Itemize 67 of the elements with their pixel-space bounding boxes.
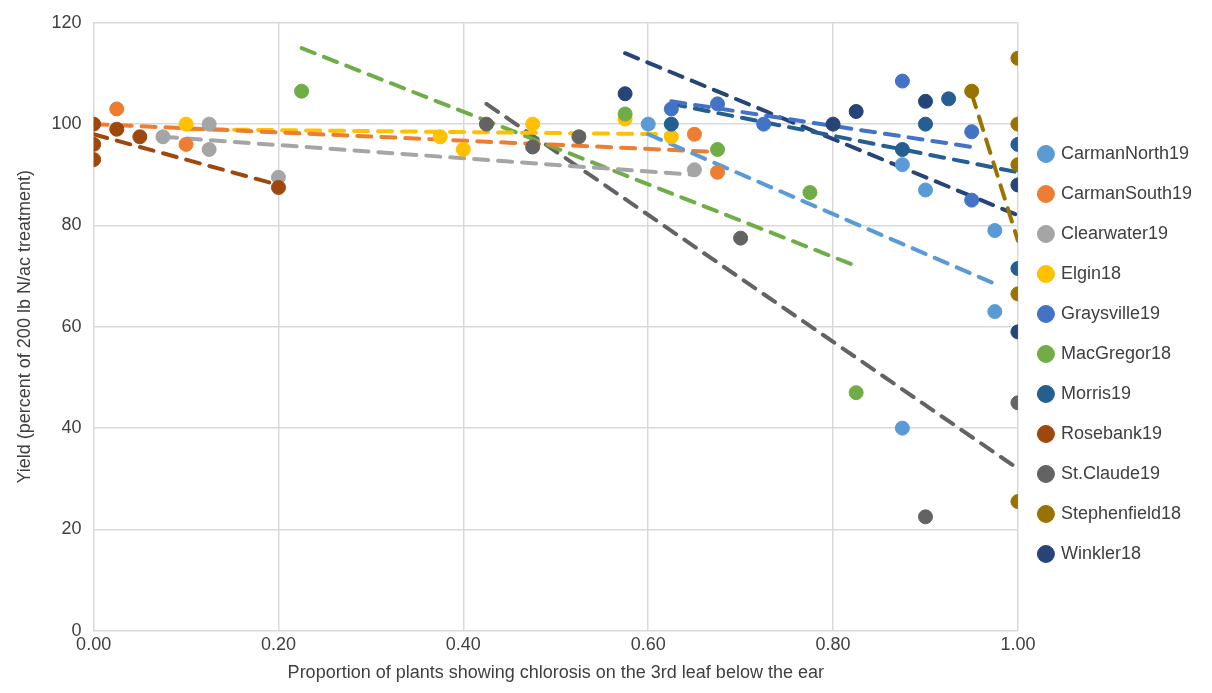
legend-label: Morris19 — [1060, 382, 1131, 403]
point — [710, 141, 726, 157]
legend-label: St.Claude19 — [1060, 462, 1160, 483]
point — [686, 162, 702, 178]
legend-label: Rosebank19 — [1060, 422, 1162, 443]
point — [686, 126, 702, 142]
legend-label: MacGregor18 — [1060, 342, 1171, 363]
point — [155, 129, 171, 145]
point — [894, 73, 910, 89]
point — [964, 124, 980, 140]
x-tick-label: 0.20 — [260, 633, 297, 654]
x-axis-title: Proportion of plants showing chlorosis on the 3rd leaf below the ear — [287, 662, 824, 683]
point — [201, 141, 217, 157]
point — [109, 101, 125, 117]
legend-label: Elgin18 — [1060, 262, 1121, 283]
point — [894, 157, 910, 173]
point — [917, 182, 933, 198]
point — [733, 230, 749, 246]
x-tick-label: 1.00 — [1000, 633, 1036, 654]
point — [802, 185, 818, 201]
point — [964, 192, 980, 208]
point — [917, 116, 933, 132]
y-axis-title: Yield (percent of 200 lb N/ac treatment) — [13, 170, 34, 484]
point — [617, 106, 633, 122]
point — [848, 103, 864, 119]
point — [432, 129, 448, 145]
point — [710, 164, 726, 180]
x-tick-label: 0.80 — [815, 633, 851, 654]
y-tick-label: 40 — [61, 417, 82, 438]
point — [640, 116, 656, 132]
legend-label: CarmanNorth19 — [1060, 142, 1189, 163]
legend-label: CarmanSouth19 — [1060, 182, 1193, 203]
point — [571, 129, 587, 145]
point — [710, 96, 726, 112]
point — [201, 116, 217, 132]
point — [663, 129, 679, 145]
legend-label: Stephenfield18 — [1060, 502, 1182, 523]
legend-label: Winkler18 — [1060, 542, 1141, 563]
x-tick-label: 0.40 — [445, 633, 481, 654]
point — [917, 93, 933, 109]
point — [894, 141, 910, 157]
point — [294, 83, 310, 99]
point — [663, 101, 679, 117]
point — [455, 141, 471, 157]
point — [917, 509, 933, 525]
point — [525, 139, 541, 155]
y-tick-label: 20 — [61, 518, 82, 539]
point — [825, 116, 841, 132]
point — [894, 420, 910, 436]
point — [525, 116, 541, 132]
point — [987, 223, 1003, 239]
point — [178, 116, 194, 132]
point — [617, 86, 633, 102]
legend-label: Clearwater19 — [1060, 222, 1168, 243]
y-tick-label: 80 — [61, 214, 82, 235]
point — [478, 116, 494, 132]
x-tick-label: 0.60 — [630, 633, 666, 654]
point — [987, 304, 1003, 320]
point — [756, 116, 772, 132]
point — [663, 116, 679, 132]
legend-label: Graysville19 — [1060, 302, 1160, 323]
y-tick-label: 60 — [61, 315, 82, 336]
y-tick-label: 100 — [51, 113, 82, 134]
point — [941, 91, 957, 107]
y-tick-label: 120 — [51, 11, 82, 32]
point — [848, 385, 864, 401]
point — [178, 136, 194, 152]
